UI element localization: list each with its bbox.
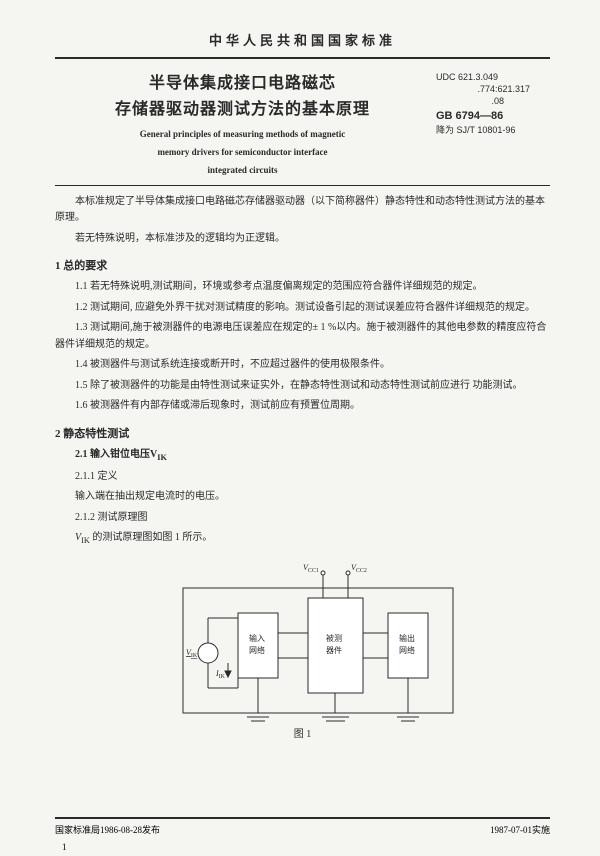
s2-1-1: 2.1.1 定义: [55, 469, 550, 486]
footer-right: 1987-07-01实施: [490, 823, 550, 836]
s2-1-1b: 输入端在抽出规定电流时的电压。: [55, 489, 550, 506]
svg-text:被测: 被测: [326, 633, 342, 643]
rule-top: [55, 57, 550, 59]
s2-1: 2.1 输入钳位电压VIK: [55, 447, 550, 465]
s21-sub: IK: [157, 453, 167, 462]
svg-text:VIK: VIK: [186, 648, 198, 659]
svg-text:器件: 器件: [326, 645, 342, 655]
svg-text:VCC2: VCC2: [351, 563, 367, 574]
code-block: UDC 621.3.049 .774:621.317 .08 GB 6794—8…: [430, 71, 550, 177]
s1-3: 1.3 测试期间,施于被测器件的电源电压误差应在规定的± 1 %以内。施于被测器…: [55, 320, 550, 353]
udc-3: .08: [436, 95, 550, 107]
svg-text:输出: 输出: [399, 633, 415, 643]
body: 本标准规定了半导体集成接口电路磁芯存储器驱动器（以下简称器件）静态特性和动态特性…: [55, 194, 550, 744]
s1-6: 1.6 被测器件有内部存储或滞后现象时，测试前应有预置位周期。: [55, 398, 550, 415]
title-block: 半导体集成接口电路磁芯 存储器驱动器测试方法的基本原理 General prin…: [55, 71, 550, 177]
svg-text:网络: 网络: [249, 645, 265, 655]
s21-text: 2.1 输入钳位电压V: [75, 449, 157, 460]
country-header: 中华人民共和国国家标准: [55, 30, 550, 49]
title-en-1: General principles of measuring methods …: [55, 128, 430, 140]
s1-1: 1.1 若无特殊说明,测试期间，环境或参考点温度偏离规定的范围应符合器件详细规范…: [55, 279, 550, 296]
title-en-3: integrated circuits: [55, 164, 430, 176]
page-number: 1: [62, 842, 67, 852]
footer: 国家标准局1986-08-28发布 1987-07-01实施: [55, 817, 550, 836]
svg-text:IIK: IIK: [215, 669, 226, 680]
s1-5: 1.5 除了被测器件的功能是由特性测试来证实外，在静态特性测试和动态特性测试前应…: [55, 378, 550, 395]
title-cn-1: 半导体集成接口电路磁芯: [55, 71, 430, 97]
title-cn-2: 存储器驱动器测试方法的基本原理: [55, 97, 430, 123]
svg-text:VCC1: VCC1: [303, 563, 319, 574]
intro-p1: 本标准规定了半导体集成接口电路磁芯存储器驱动器（以下简称器件）静态特性和动态特性…: [55, 194, 550, 227]
gb-code: GB 6794—86: [436, 109, 550, 124]
udc-1: UDC 621.3.049: [436, 71, 550, 83]
vik-sub: IK: [81, 536, 90, 545]
svg-text:输入: 输入: [249, 633, 265, 643]
figure-caption: 图 1: [55, 727, 550, 744]
svg-text:网络: 网络: [399, 645, 415, 655]
footer-left: 国家标准局1986-08-28发布: [55, 823, 160, 836]
s2-1-2b: VIK 的测试原理图如图 1 所示。: [55, 530, 550, 548]
s212b-tail: 的测试原理图如图 1 所示。: [90, 532, 213, 543]
s2-title: 2 静态特性测试: [55, 425, 550, 443]
s1-2: 1.2 测试期间, 应避免外界干扰对测试精度的影响。测试设备引起的测试误差应符合…: [55, 300, 550, 317]
replace-code: 降为 SJ/T 10801-96: [436, 124, 550, 136]
s2-1-2: 2.1.2 测试原理图: [55, 510, 550, 527]
figure-1: VCC1 VCC2 VIK IIK 输入 网络 被测 器件 输出 网络: [143, 558, 463, 723]
udc-2: .774:621.317: [436, 83, 550, 95]
title-en-2: memory drivers for semiconductor interfa…: [55, 146, 430, 158]
rule-mid: [55, 185, 550, 186]
s1-4: 1.4 被测器件与测试系统连接或断开时，不应超过器件的使用极限条件。: [55, 357, 550, 374]
s1-title: 1 总的要求: [55, 257, 550, 275]
intro-p2: 若无特殊说明，本标准涉及的逻辑均为正逻辑。: [55, 231, 550, 248]
